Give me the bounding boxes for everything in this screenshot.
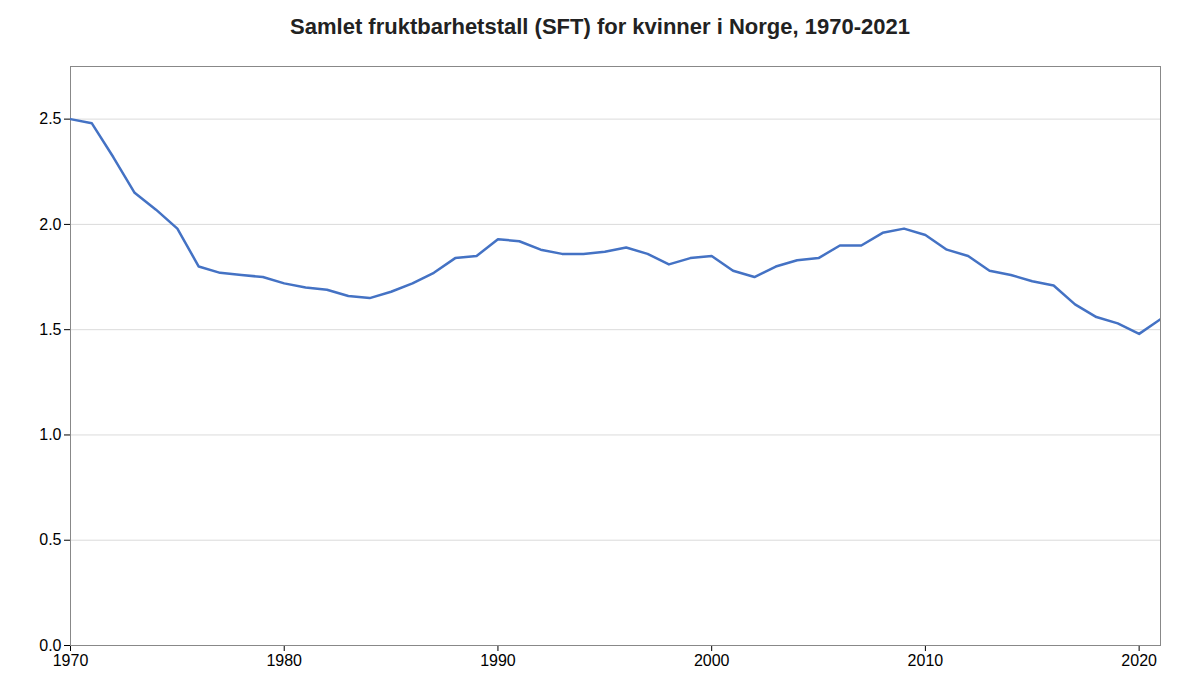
- svg-text:2.5: 2.5: [39, 110, 61, 127]
- svg-text:2010: 2010: [908, 652, 944, 669]
- svg-text:0.5: 0.5: [39, 531, 61, 548]
- svg-text:0.0: 0.0: [39, 636, 62, 654]
- svg-text:1980: 1980: [266, 652, 302, 669]
- svg-text:2020: 2020: [1121, 652, 1157, 669]
- svg-text:1990: 1990: [480, 652, 516, 669]
- html-text:Samlet fruktbarhetstall (SFT): Samlet fruktbarhetstall (SFT) for kvinne…: [290, 14, 910, 39]
- svg-text:1970: 1970: [53, 652, 89, 669]
- svg-text:1.5: 1.5: [39, 321, 61, 338]
- svg-text:2000: 2000: [694, 652, 730, 669]
- svg-text:2.0: 2.0: [39, 216, 61, 233]
- svg-text:1.0: 1.0: [39, 426, 61, 443]
